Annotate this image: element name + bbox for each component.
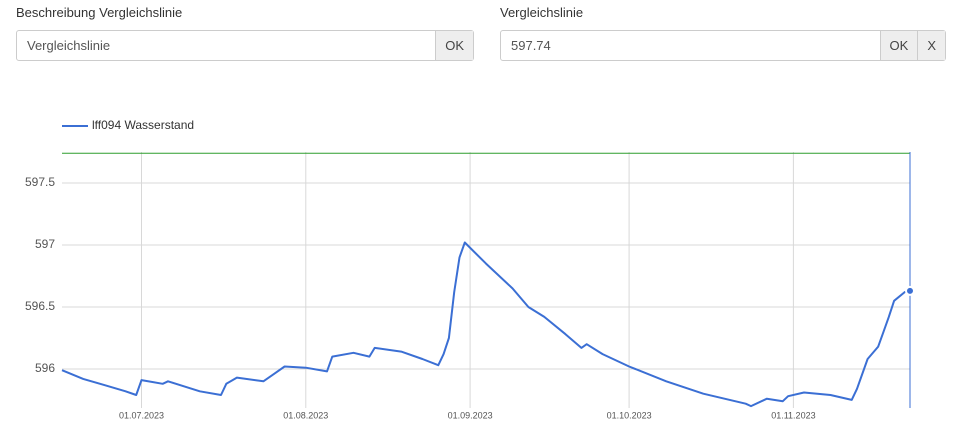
line-label: Vergleichslinie — [500, 5, 584, 20]
line-input[interactable]: 597.74 — [511, 38, 551, 53]
line-clear[interactable]: X — [917, 31, 945, 60]
hover-point — [905, 285, 915, 296]
description-label: Beschreibung Vergleichslinie — [16, 5, 183, 20]
line-field: 597.74 OK X — [500, 30, 946, 61]
legend-label: lff094 Wasserstand — [92, 118, 194, 132]
description-input[interactable]: Vergleichslinie — [27, 38, 111, 53]
x-tick-label: 01.11.2023 — [771, 410, 815, 420]
x-tick-label: 01.10.2023 — [607, 410, 652, 420]
line-ok[interactable]: OK — [879, 31, 918, 60]
x-tick-label: 01.07.2023 — [119, 410, 164, 420]
description-field: Vergleichslinie OK — [16, 30, 474, 61]
y-tick-label: 597 — [35, 237, 55, 251]
y-tick-label: 596 — [35, 361, 55, 375]
description-ok[interactable]: OK — [435, 31, 473, 60]
x-tick-label: 01.08.2023 — [283, 410, 328, 420]
y-tick-label: 597.5 — [25, 175, 55, 189]
series-line — [61, 241, 911, 408]
y-tick-label: 596.5 — [25, 299, 55, 313]
x-tick-label: 01.09.2023 — [448, 410, 493, 420]
